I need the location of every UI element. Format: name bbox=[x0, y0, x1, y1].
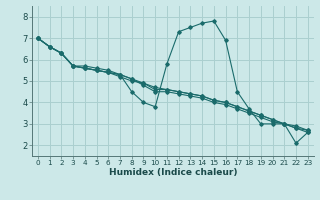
X-axis label: Humidex (Indice chaleur): Humidex (Indice chaleur) bbox=[108, 168, 237, 177]
